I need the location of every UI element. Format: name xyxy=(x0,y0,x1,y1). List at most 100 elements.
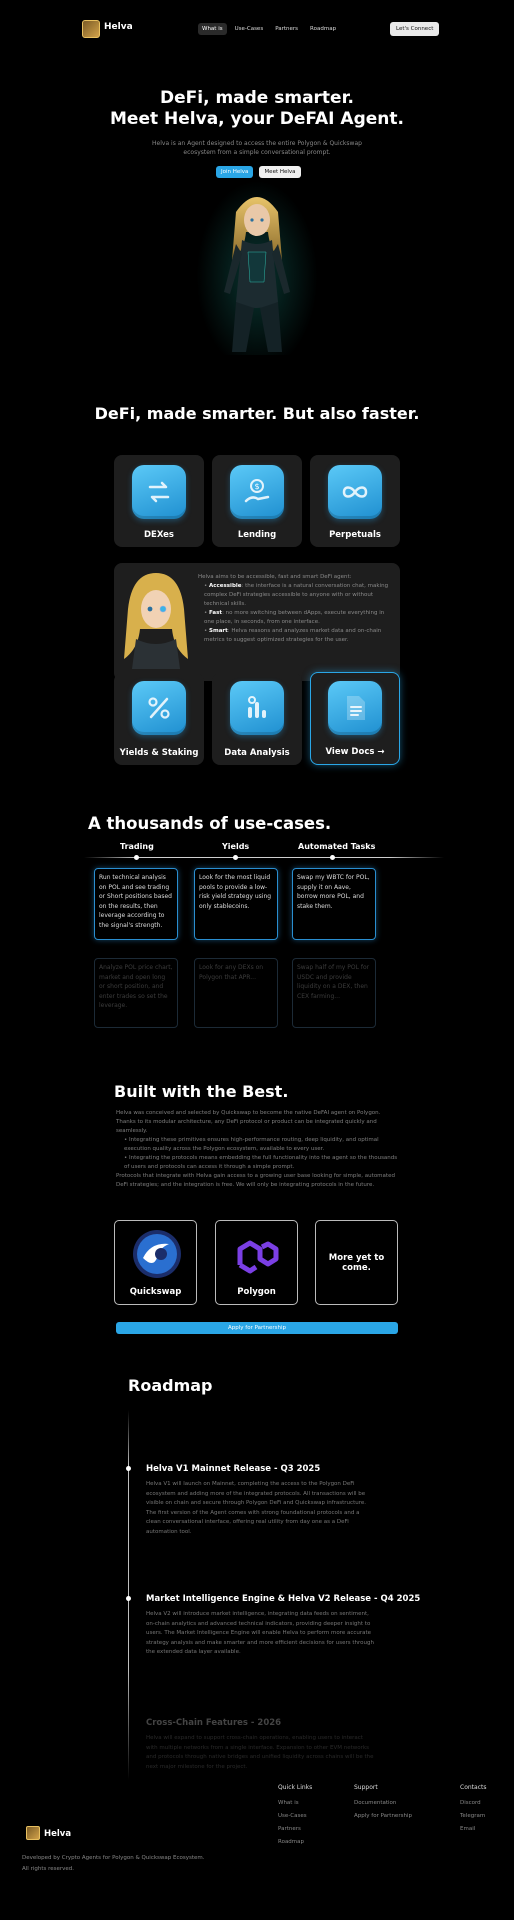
about-bullet: • Accessible: the interface is a natural… xyxy=(204,583,389,607)
built-bullet-text: Integrating these primitives ensures hig… xyxy=(124,1137,379,1152)
top-nav: What is Use-Cases Partners Roadmap xyxy=(198,23,340,35)
tab-dot xyxy=(134,855,139,860)
roadmap-item-title: Market Intelligence Engine & Helva V2 Re… xyxy=(146,1594,421,1604)
about-bullet: • Fast: no more switching between dApps,… xyxy=(204,610,385,625)
feature-card-dexes[interactable]: DEXes xyxy=(114,455,204,547)
footer-link[interactable]: Roadmap xyxy=(278,1839,305,1845)
exchange-icon xyxy=(132,465,186,519)
about-bullet-text: : no more switching between dApps, execu… xyxy=(204,610,385,625)
roadmap-title: Roadmap xyxy=(128,1376,213,1395)
built-title: Built with the Best. xyxy=(114,1082,289,1101)
feature-card-perpetuals[interactable]: Perpetuals xyxy=(310,455,400,547)
brand-name[interactable]: Helva xyxy=(104,22,133,32)
usecases-title: A thousands of use-cases. xyxy=(88,814,332,833)
infinity-icon xyxy=(328,465,382,519)
feature-card-yields[interactable]: Yields & Staking xyxy=(114,673,204,765)
roadmap-item-title: Cross-Chain Features - 2026 xyxy=(146,1718,282,1728)
feature-card-label: DEXes xyxy=(143,530,174,540)
footer-link[interactable]: Partners xyxy=(278,1826,301,1832)
footer-link[interactable]: Apply for Partnership xyxy=(354,1813,412,1819)
partner-label: More yet to come. xyxy=(328,1252,385,1273)
partner-label: Polygon xyxy=(237,1287,276,1297)
tab-trading[interactable]: Trading xyxy=(120,842,154,851)
nav-link-use-cases[interactable]: Use-Cases xyxy=(234,26,264,32)
about-bullet-key: Smart xyxy=(209,628,228,634)
feature-card-label: Perpetuals xyxy=(329,530,381,540)
partner-quickswap[interactable]: Quickswap xyxy=(114,1220,197,1305)
partner-label: Quickswap xyxy=(129,1287,182,1297)
footer-brand: Helva xyxy=(44,1829,72,1839)
apply-partnership-button[interactable]: Apply for Partnership xyxy=(116,1322,398,1334)
roadmap-dot xyxy=(126,1596,131,1601)
roadmap-item-text: Helva V1 will launch on Mainnet, complet… xyxy=(146,1481,366,1535)
footer-link-discord[interactable]: Discord xyxy=(460,1800,481,1806)
usecase-card[interactable]: Swap my WBTC for POL, supply it on Aave,… xyxy=(292,868,376,940)
partner-more: More yet to come. xyxy=(315,1220,398,1305)
tab-automated-tasks[interactable]: Automated Tasks xyxy=(298,842,376,851)
svg-text:$: $ xyxy=(254,482,259,491)
feature-card-data-analysis[interactable]: Data Analysis xyxy=(212,673,302,765)
lets-connect-button[interactable]: Let's Connect xyxy=(390,22,440,36)
footer-support: Support Documentation Apply for Partners… xyxy=(354,1784,412,1823)
hero-actions: Join Helva Meet Helva xyxy=(216,166,301,178)
usecase-card[interactable]: Analyze POL price chart, market and open… xyxy=(94,958,178,1028)
roadmap-line xyxy=(128,1410,129,1780)
nav-link-partners[interactable]: Partners xyxy=(275,26,299,32)
feature-card-label: Data Analysis xyxy=(224,748,290,758)
tab-yields[interactable]: Yields xyxy=(222,842,250,851)
join-helva-button[interactable]: Join Helva xyxy=(216,166,254,178)
nav-link-roadmap[interactable]: Roadmap xyxy=(310,26,337,32)
features-title: DeFi, made smarter. But also faster. xyxy=(94,404,420,423)
feature-card-label: Lending xyxy=(237,530,277,540)
about-bullet-text: : Helva reasons and analyzes market data… xyxy=(204,628,382,643)
about-text: Helva aims to be accessible, fast and sm… xyxy=(198,573,394,645)
hero-title-line2: Meet Helva, your DeFAI Agent. xyxy=(110,109,404,129)
polygon-logo xyxy=(237,1240,279,1274)
about-bullet-key: Accessible xyxy=(209,583,242,589)
roadmap-item-title: Helva V1 Mainnet Release - Q3 2025 xyxy=(146,1464,321,1474)
hero-title-line1: DeFi, made smarter. xyxy=(159,88,355,108)
usecase-card[interactable]: Look for the most liquid pools to provid… xyxy=(194,868,278,940)
lending-icon: $ xyxy=(230,465,284,519)
footer-quick-links: Quick Links What is Use-Cases Partners R… xyxy=(278,1784,312,1849)
footer-contacts: Contacts Discord Telegram Email xyxy=(460,1784,486,1836)
footer-rights: All rights reserved. xyxy=(22,1866,75,1872)
hero-title: DeFi, made smarter. Meet Helva, your DeF… xyxy=(0,88,514,130)
footer-logo[interactable] xyxy=(26,1826,40,1840)
tab-dot xyxy=(233,855,238,860)
footer-description: Developed by Crypto Agents for Polygon &… xyxy=(22,1855,205,1861)
footer-link-email[interactable]: Email xyxy=(460,1826,476,1832)
roadmap-dot xyxy=(126,1466,131,1471)
footer-link[interactable]: Documentation xyxy=(354,1800,397,1806)
percent-icon xyxy=(132,681,186,735)
roadmap-item-text: Helva V2 will introduce market intellige… xyxy=(146,1611,374,1655)
footer-link[interactable]: What is xyxy=(278,1800,299,1806)
built-outro: Protocols that integrate with Helva gain… xyxy=(116,1173,395,1188)
footer-column-heading: Contacts xyxy=(460,1784,487,1791)
usecase-card[interactable]: Run technical analysis on POL and see tr… xyxy=(94,868,178,940)
built-bullet: • Integrating the protocols means embedd… xyxy=(124,1155,398,1170)
about-bullet: • Smart: Helva reasons and analyzes mark… xyxy=(204,628,382,643)
view-docs-card[interactable]: View Docs → xyxy=(310,672,400,765)
meet-helva-button[interactable]: Meet Helva xyxy=(259,166,301,178)
feature-card-label: Yields & Staking xyxy=(119,748,199,758)
usecase-card[interactable]: Swap half of my POL for USDC and provide… xyxy=(292,958,376,1028)
footer-link-telegram[interactable]: Telegram xyxy=(460,1813,486,1819)
footer-column-heading: Quick Links xyxy=(278,1784,313,1791)
built-text: Helva was conceived and selected by Quic… xyxy=(116,1109,398,1190)
tab-dot xyxy=(330,855,335,860)
footer-column-heading: Support xyxy=(354,1784,378,1791)
feature-card-lending[interactable]: $ Lending xyxy=(212,455,302,547)
footer-link[interactable]: Use-Cases xyxy=(278,1813,307,1819)
brand-logo[interactable] xyxy=(82,20,100,38)
nav-link-what-is[interactable]: What is xyxy=(198,23,227,35)
built-bullet: • Integrating these primitives ensures h… xyxy=(124,1137,379,1152)
usecase-card[interactable]: Look for any DEXs on Polygon that APR... xyxy=(194,958,278,1028)
roadmap-item-text: Helva will expand to support cross-chain… xyxy=(146,1735,374,1770)
helva-avatar-figure xyxy=(224,197,290,352)
quickswap-logo xyxy=(133,1230,181,1278)
built-bullet-text: Integrating the protocols means embeddin… xyxy=(124,1155,398,1170)
chart-icon xyxy=(230,681,284,735)
tabs-divider xyxy=(84,857,444,858)
partner-polygon[interactable]: Polygon xyxy=(215,1220,298,1305)
